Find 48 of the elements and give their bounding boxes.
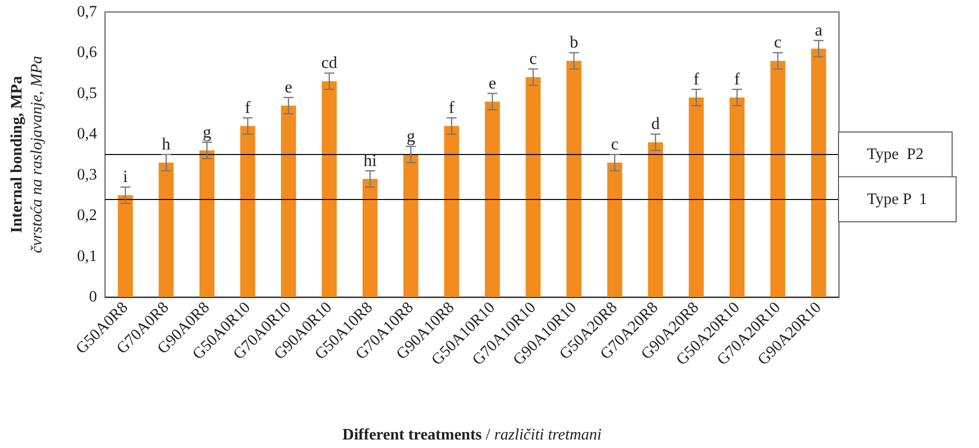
data-label: c: [529, 49, 538, 68]
bar: [730, 98, 745, 297]
bar: [688, 98, 704, 297]
ref-line-label: Type P2: [867, 146, 924, 163]
y-tick-label: 0,3: [77, 166, 97, 184]
bar: [484, 102, 500, 297]
bar: [607, 162, 622, 297]
y-tick-label: 0,1: [77, 248, 97, 265]
bar: [362, 178, 378, 297]
bar: [158, 162, 174, 297]
data-label: a: [814, 20, 823, 40]
bar: [811, 48, 826, 297]
bar: [648, 142, 663, 297]
data-label: c: [610, 134, 619, 154]
data-label: e: [284, 78, 292, 96]
y-axis-title: Internal bonding, MPa čvrstoća na raslojavanje, MPa: [8, 56, 46, 254]
data-label: b: [570, 32, 578, 52]
y-tick-label: 0,4: [77, 126, 97, 143]
data-label: g: [406, 126, 416, 146]
y-tick-label: 0,2: [77, 207, 97, 224]
x-axis-title: Different treatments / različiti tretmani: [342, 426, 602, 444]
data-label: f: [734, 69, 740, 88]
data-label: f: [693, 69, 700, 88]
data-label: f: [448, 98, 455, 117]
data-label: h: [162, 134, 171, 154]
y-tick-label: 0: [89, 288, 97, 306]
data-label: g: [202, 122, 212, 142]
data-label: f: [244, 98, 251, 117]
data-label: i: [123, 167, 128, 186]
data-label: cd: [321, 53, 338, 72]
bar: [281, 106, 296, 297]
ref-line-label: Type P 1: [867, 190, 928, 208]
y-tick-label: 0,7: [77, 4, 97, 20]
bar: [770, 60, 786, 297]
y-tick-label: 0,5: [77, 84, 97, 102]
data-label: e: [488, 73, 496, 92]
bar: [566, 60, 582, 297]
bar: [322, 81, 337, 297]
data-label: d: [651, 114, 660, 134]
data-label: c: [774, 32, 782, 52]
bar: [526, 77, 541, 297]
bar: [403, 154, 418, 297]
bar: [240, 126, 256, 297]
data-label: hi: [363, 150, 377, 170]
bar: [199, 150, 214, 297]
bar: [444, 126, 460, 297]
bar: [118, 195, 133, 297]
y-tick-label: 0,6: [77, 44, 97, 62]
